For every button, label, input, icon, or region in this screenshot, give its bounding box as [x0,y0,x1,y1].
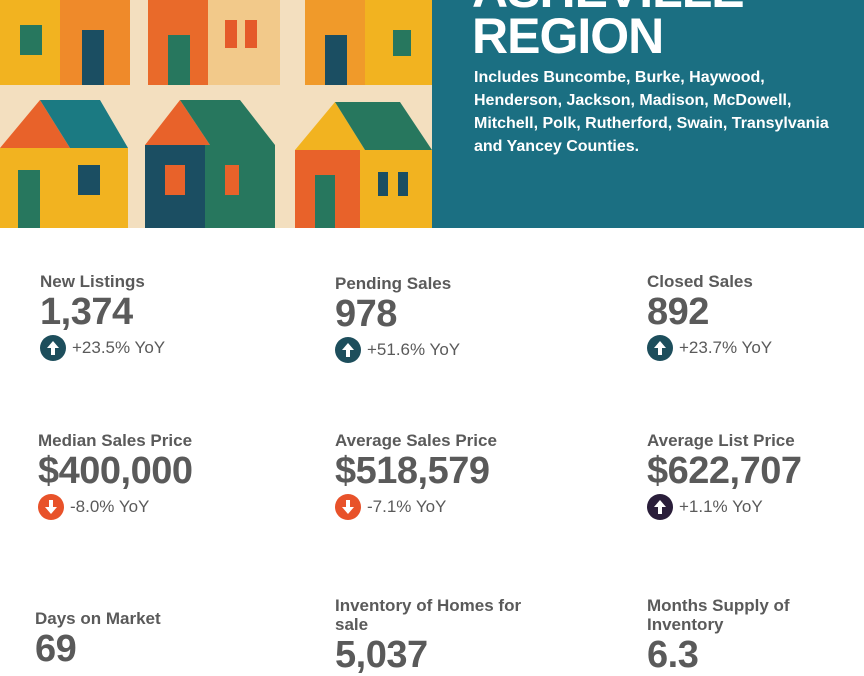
stat-label: Inventory of Homes for sale [335,596,522,634]
stat-change-text: -7.1% YoY [367,497,447,516]
stat-change: -7.1% YoY [335,494,497,520]
stat-value: 892 [647,291,709,333]
stat-change-text: +1.1% YoY [679,497,763,516]
arrow-down-icon [335,494,361,520]
stat-value: 5,037 [335,634,428,676]
stat-label: Median Sales Price [38,431,193,450]
arrow-up-icon [335,337,361,363]
stat-value: $518,579 [335,450,490,492]
stat-label: Average List Price [647,431,795,450]
stat-change: +1.1% YoY [647,494,802,520]
stat-value: $400,000 [38,450,193,492]
stat-label: Days on Market [35,609,161,628]
stat-change-text: +23.5% YoY [72,338,166,357]
region-description: Includes Buncombe, Burke, Haywood, Hende… [474,69,829,155]
stat-value: 69 [35,628,77,670]
stat-change: +51.6% YoY [335,337,460,363]
stat-change-text: +51.6% YoY [367,340,461,359]
stat-label: New Listings [40,272,145,291]
stat-label: Average Sales Price [335,431,497,450]
stat-inventory-of-homes-for-sale: Inventory of Homes for sale 5,037 [335,596,535,676]
stat-days-on-market: Days on Market 69 [35,609,161,670]
stat-pending-sales: Pending Sales 978 +51.6% YoY [335,274,460,363]
stat-change-text: +23.7% YoY [679,338,773,357]
stat-value: 6.3 [647,634,699,676]
stat-change-text: -8.0% YoY [70,497,150,516]
stat-label: Closed Sales [647,272,753,291]
stat-value: 1,374 [40,291,133,333]
stat-change: -8.0% YoY [38,494,193,520]
stat-label: Pending Sales [335,274,452,293]
region-title-line2: REGION [472,8,664,64]
stat-value: $622,707 [647,450,802,492]
houses-illustration [0,0,432,228]
stat-average-list-price: Average List Price $622,707 +1.1% YoY [647,431,802,520]
stat-label: Months Supply of Inventory [647,596,790,634]
arrow-down-icon [38,494,64,520]
stat-new-listings: New Listings 1,374 +23.5% YoY [40,272,165,361]
stat-change: +23.7% YoY [647,335,772,361]
arrow-up-icon [647,335,673,361]
stat-closed-sales: Closed Sales 892 +23.7% YoY [647,272,772,361]
arrow-up-icon [40,335,66,361]
stat-change: +23.5% YoY [40,335,165,361]
stat-median-sales-price: Median Sales Price $400,000 -8.0% YoY [38,431,193,520]
stat-months-supply-of-inventory: Months Supply of Inventory 6.3 [647,596,847,676]
region-header: ASHEVILLE REGION Includes Buncombe, Burk… [432,0,864,228]
arrow-up-icon [647,494,673,520]
stat-average-sales-price: Average Sales Price $518,579 -7.1% YoY [335,431,497,520]
stat-value: 978 [335,293,397,335]
